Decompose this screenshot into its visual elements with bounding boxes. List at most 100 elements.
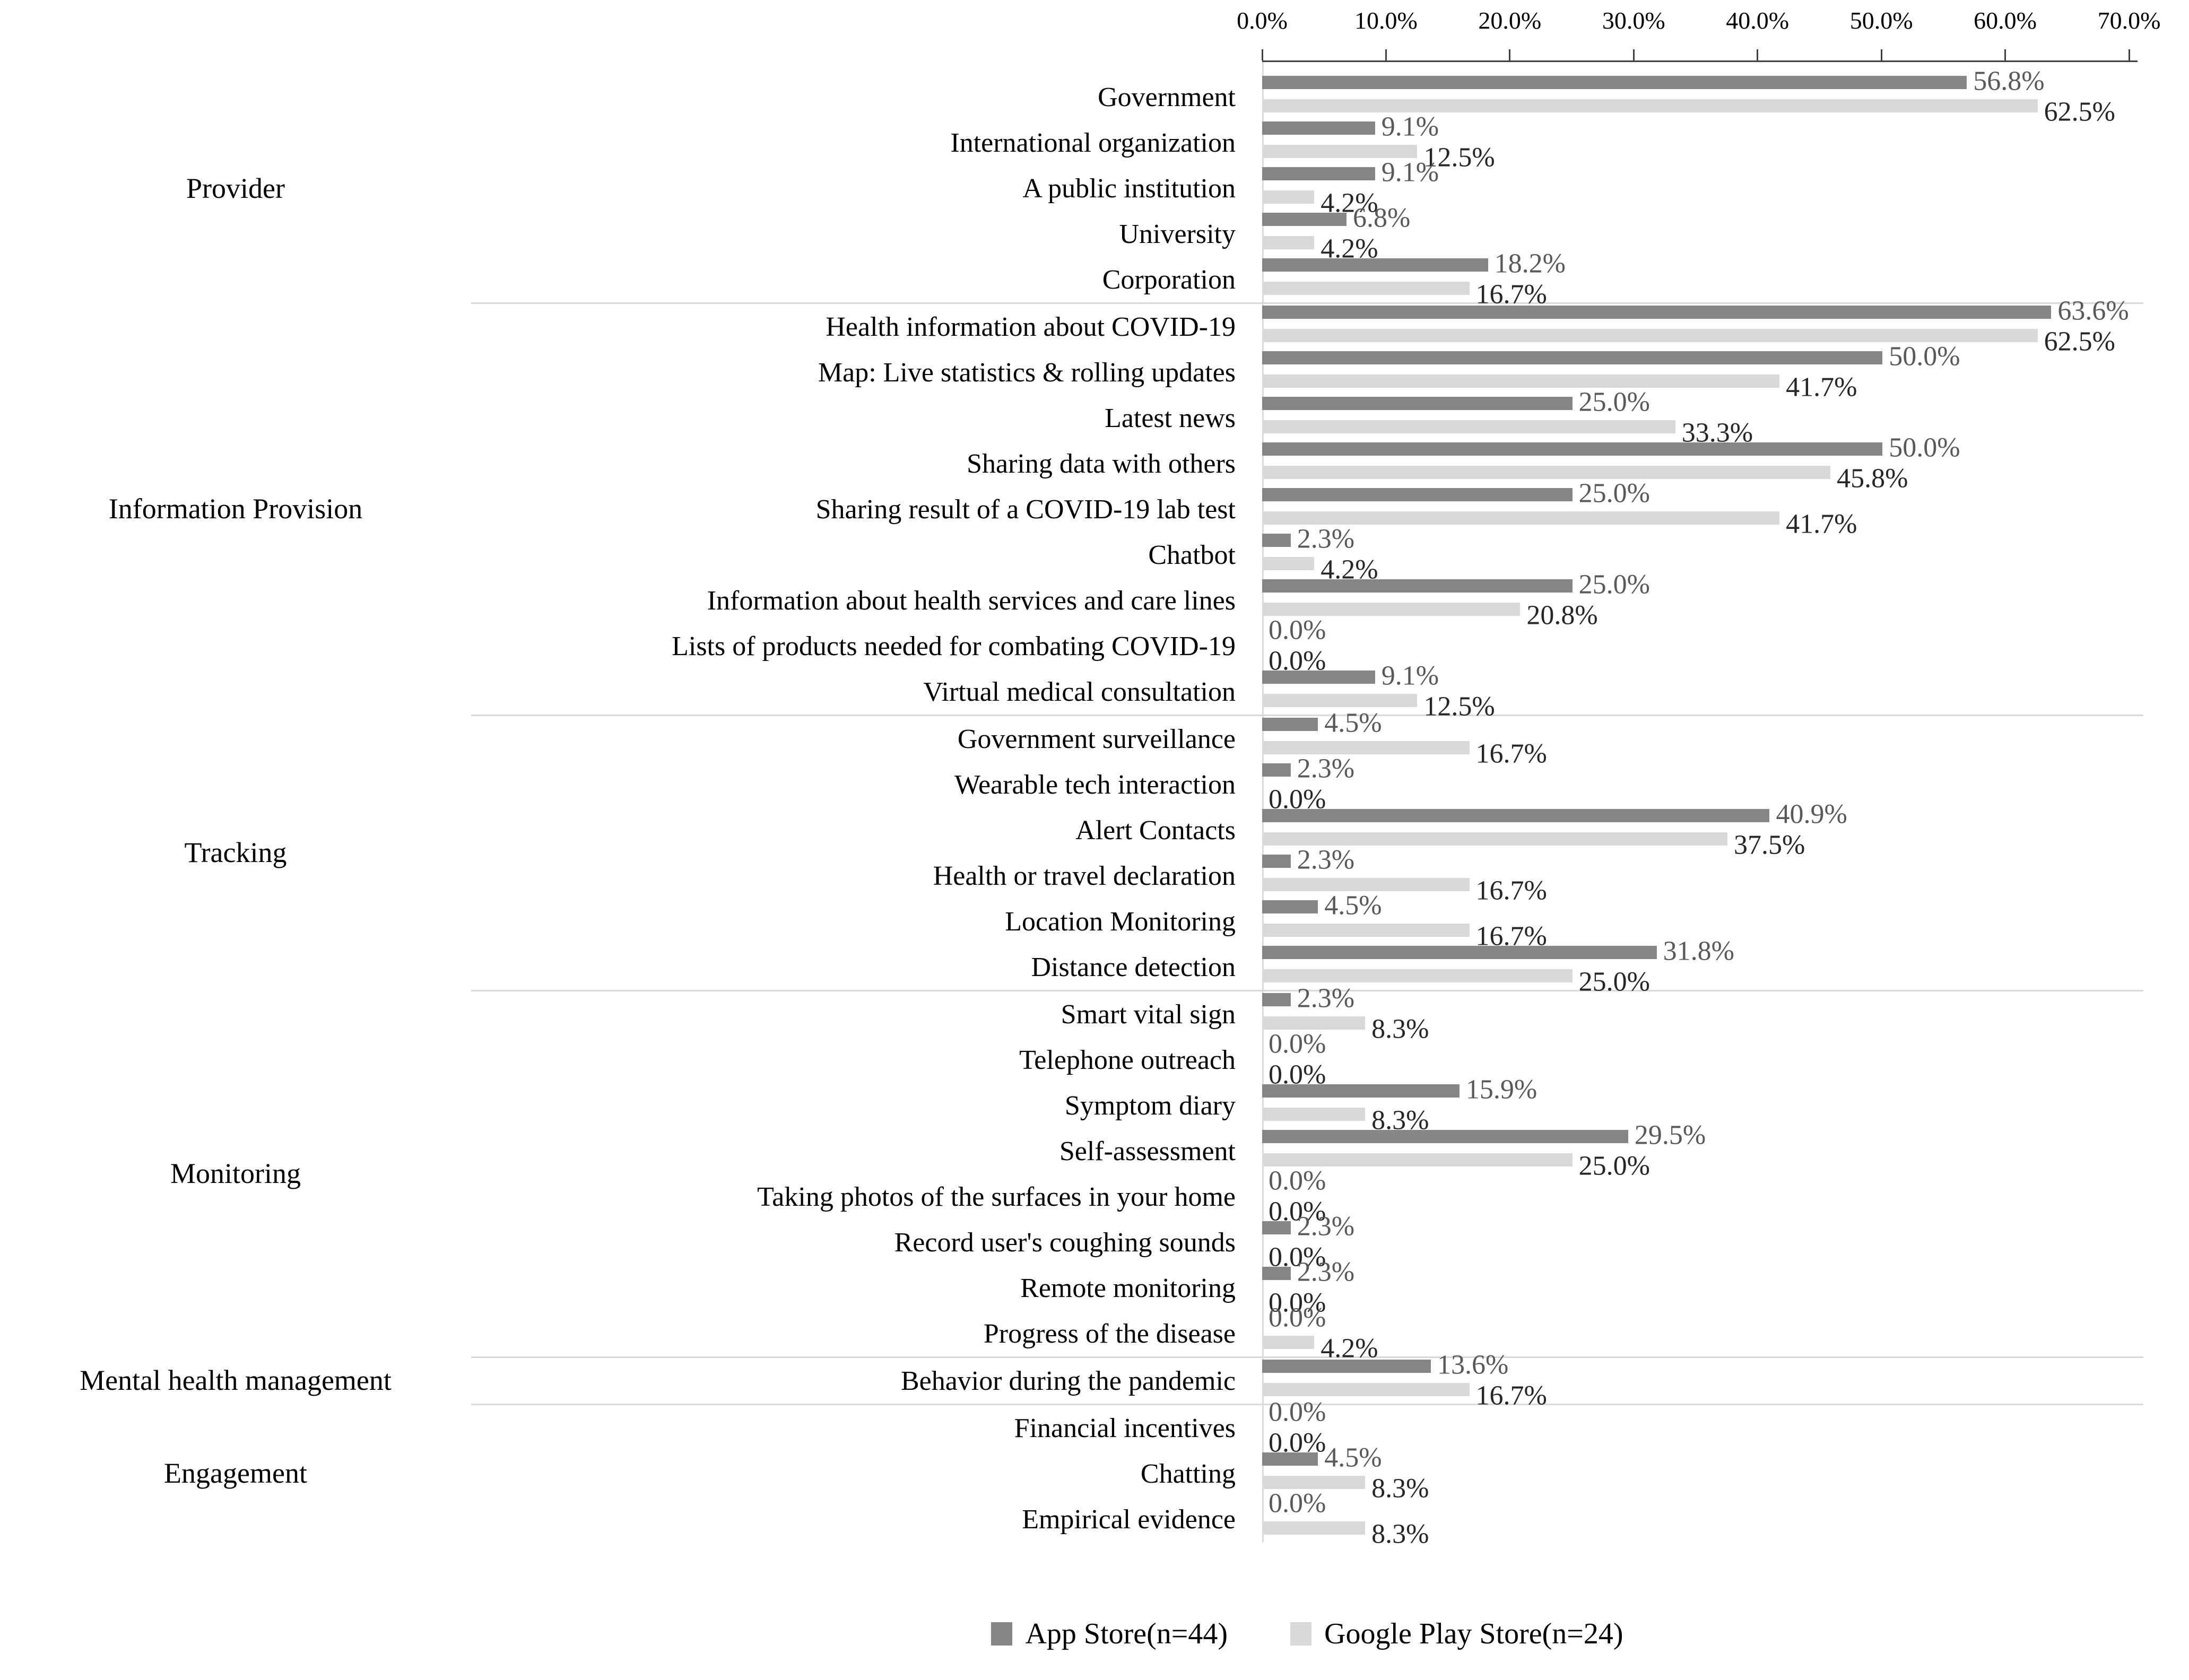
bars-cell: 31.8% 25.0% xyxy=(1262,937,2131,995)
bar-app-store: 4.5% xyxy=(1262,1443,1382,1471)
bar-google-play-store: 4.2% xyxy=(1262,189,1378,216)
category-row: Chatting 4.5% 8.3% xyxy=(471,1443,2143,1502)
bars-cell: 13.6% 16.7% xyxy=(1262,1351,2131,1409)
value-label: 2.3% xyxy=(1297,1256,1355,1287)
value-label: 31.8% xyxy=(1663,935,1734,966)
value-label: 41.7% xyxy=(1786,371,1857,402)
category-label: Alert Contacts xyxy=(1075,815,1236,846)
category-row: A public institution 9.1% 4.2% xyxy=(471,158,2143,216)
value-label: 0.0% xyxy=(1269,1165,1326,1196)
category-row: Smart vital sign 2.3% 8.3% xyxy=(471,984,2143,1042)
bars-cell: 0.0% 0.0% xyxy=(1262,1030,2131,1088)
bars-cell: 0.0% 0.0% xyxy=(1262,616,2131,674)
google-play-store-swatch-icon xyxy=(1290,1622,1312,1646)
category-label: Empirical evidence xyxy=(1022,1504,1236,1535)
category-label: Location Monitoring xyxy=(1005,906,1236,937)
value-label: 9.1% xyxy=(1381,156,1439,187)
section-rows: Government surveillance 4.5% 16.7% Wearable… xyxy=(471,709,2143,995)
group-label: Engagement xyxy=(164,1457,307,1489)
bar-google-play-store: 62.5% xyxy=(1262,98,2115,125)
value-label: 18.2% xyxy=(1494,248,1566,278)
group-label: Tracking xyxy=(184,836,287,868)
bar-google-play-store: 8.3% xyxy=(1262,1015,1429,1042)
value-label: 16.7% xyxy=(1475,920,1547,951)
value-label: 0.0% xyxy=(1269,1196,1326,1226)
axis-tick-label: 70.0% xyxy=(2097,7,2161,34)
section-rows: Health information about COVID-19 63.6% 62… xyxy=(471,297,2143,720)
category-label: Progress of the disease xyxy=(983,1318,1236,1349)
bar-app-store: 25.0% xyxy=(1262,388,1650,415)
category-row: Sharing data with others 50.0% 45.8% xyxy=(471,433,2143,492)
value-label: 41.7% xyxy=(1786,508,1857,539)
category-row: Distance detection 31.8% 25.0% xyxy=(471,937,2143,995)
bar-google-play-store: 45.8% xyxy=(1262,464,1908,492)
value-label: 16.7% xyxy=(1475,875,1547,906)
bars-cell: 0.0% 8.3% xyxy=(1262,1489,2131,1547)
section: Monitoring Smart vital sign 2.3% 8.3% Teleph… xyxy=(0,984,2189,1362)
value-label: 25.0% xyxy=(1578,477,1650,508)
section-rows: Government 56.8% 62.5% International organi… xyxy=(471,67,2143,308)
category-label: Wearable tech interaction xyxy=(954,769,1236,800)
value-label: 25.0% xyxy=(1578,966,1650,997)
bar-app-store: 13.6% xyxy=(1262,1351,1508,1378)
category-row: Self-assessment 29.5% 25.0% xyxy=(471,1121,2143,1179)
section-rows: Behavior during the pandemic 13.6% 16.7% xyxy=(471,1351,2143,1409)
bars-cell: 25.0% 20.8% xyxy=(1262,570,2131,629)
bar-google-play-store: 41.7% xyxy=(1262,373,1857,401)
value-label: 0.0% xyxy=(1269,1028,1326,1059)
bars-cell: 4.5% 16.7% xyxy=(1262,709,2131,767)
category-row: Chatbot 2.3% 4.2% xyxy=(471,525,2143,583)
category-label: A public institution xyxy=(1022,173,1236,204)
category-label: Chatbot xyxy=(1148,539,1236,570)
category-label: Self-assessment xyxy=(1059,1136,1236,1167)
bar-google-play-store: 41.7% xyxy=(1262,510,1857,537)
category-row: Information about health services and ca… xyxy=(471,570,2143,629)
category-row: Latest news 25.0% 33.3% xyxy=(471,388,2143,446)
value-label: 6.8% xyxy=(1353,202,1411,233)
bar-app-store: 50.0% xyxy=(1262,342,1960,370)
value-label: 0.0% xyxy=(1269,1396,1326,1427)
axis-tick-label: 10.0% xyxy=(1354,7,1418,34)
value-label: 25.0% xyxy=(1578,569,1650,599)
section: Information Provision Health information … xyxy=(0,297,2189,720)
value-label: 0.0% xyxy=(1269,1302,1326,1333)
value-label: 63.6% xyxy=(2057,295,2129,326)
axis-tick-label: 30.0% xyxy=(1602,7,1665,34)
value-label: 25.0% xyxy=(1578,1150,1650,1181)
bar-google-play-store: 4.2% xyxy=(1262,555,1378,583)
value-label: 4.5% xyxy=(1324,1442,1382,1473)
axis-tick xyxy=(1261,49,1263,60)
legend-item-google-play-store: Google Play Store(n=24) xyxy=(1290,1617,1623,1651)
value-label: 0.0% xyxy=(1269,645,1326,676)
bars-cell: 2.3% 4.2% xyxy=(1262,525,2131,583)
category-label: Smart vital sign xyxy=(1061,999,1236,1030)
group-label: Monitoring xyxy=(170,1157,301,1189)
category-label: International organization xyxy=(950,127,1236,158)
bars-cell: 2.3% 0.0% xyxy=(1262,1258,2131,1316)
category-row: Financial incentives 0.0% 0.0% xyxy=(471,1398,2143,1456)
bars-cell: 9.1% 12.5% xyxy=(1262,112,2131,171)
value-label: 62.5% xyxy=(2044,96,2115,127)
bar-google-play-store: 37.5% xyxy=(1262,831,1805,858)
bars-cell: 50.0% 45.8% xyxy=(1262,433,2131,492)
bar-google-play-store: 12.5% xyxy=(1262,692,1495,720)
bars-cell: 2.3% 16.7% xyxy=(1262,846,2131,904)
axis-tick-label: 0.0% xyxy=(1237,7,1288,34)
value-label: 45.8% xyxy=(1837,463,1908,493)
value-label: 12.5% xyxy=(1423,142,1495,172)
axis-tick xyxy=(1385,49,1387,60)
category-row: Health or travel declaration 2.3% 16.7% xyxy=(471,846,2143,904)
category-label: Chatting xyxy=(1140,1458,1236,1489)
axis-tick xyxy=(1632,49,1635,60)
category-row: Sharing result of a COVID-19 lab test 25.… xyxy=(471,479,2143,537)
bars-cell: 0.0% 0.0% xyxy=(1262,1398,2131,1456)
axis-tick-label: 40.0% xyxy=(1726,7,1790,34)
value-label: 13.6% xyxy=(1437,1349,1509,1380)
value-label: 8.3% xyxy=(1371,1473,1429,1503)
bar-google-play-store: 12.5% xyxy=(1262,143,1495,171)
category-row: Location Monitoring 4.5% 16.7% xyxy=(471,891,2143,950)
bars-cell: 2.3% 0.0% xyxy=(1262,754,2131,813)
category-label: Health or travel declaration xyxy=(933,860,1236,891)
bar-google-play-store: 25.0% xyxy=(1262,1152,1650,1179)
category-row: Wearable tech interaction 2.3% 0.0% xyxy=(471,754,2143,813)
